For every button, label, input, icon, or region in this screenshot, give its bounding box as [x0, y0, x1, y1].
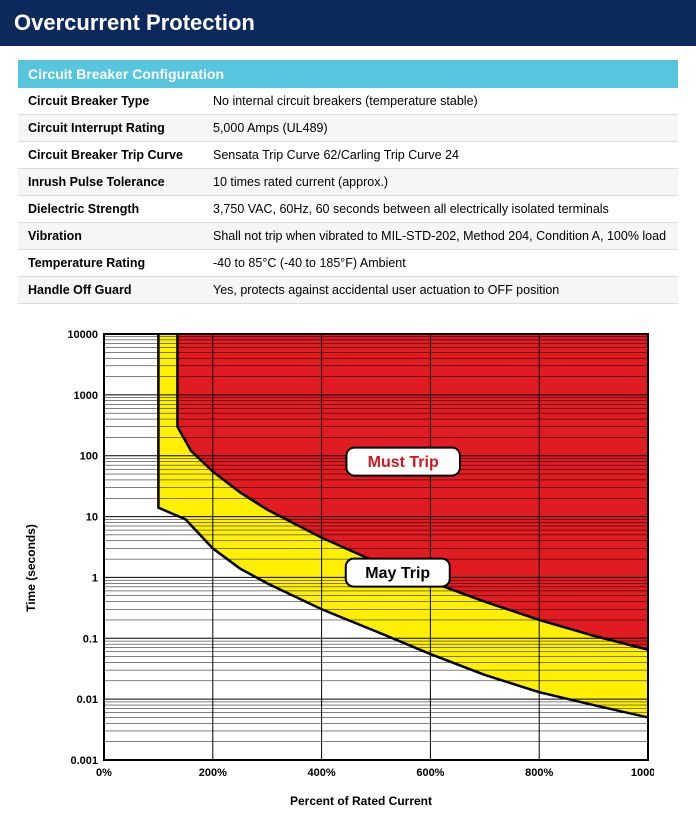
svg-text:100: 100 — [80, 451, 98, 463]
table-row: Circuit Interrupt Rating5,000 Amps (UL48… — [18, 115, 678, 142]
svg-text:1: 1 — [92, 572, 98, 584]
table-row: Inrush Pulse Tolerance10 times rated cur… — [18, 169, 678, 196]
table-row: Circuit Breaker Trip CurveSensata Trip C… — [18, 142, 678, 169]
table-cell-value: Sensata Trip Curve 62/Carling Trip Curve… — [203, 142, 678, 169]
svg-text:600%: 600% — [416, 767, 444, 779]
table-cell-value: No internal circuit breakers (temperatur… — [203, 88, 678, 115]
svg-text:Must Trip: Must Trip — [368, 454, 439, 471]
spec-table: Circuit Breaker TypeNo internal circuit … — [18, 88, 678, 304]
chart-x-label: Percent of Rated Current — [44, 794, 678, 808]
table-row: Temperature Rating-40 to 85°C (-40 to 18… — [18, 250, 678, 277]
svg-text:10: 10 — [86, 512, 98, 524]
svg-text:200%: 200% — [199, 767, 227, 779]
svg-text:1000: 1000 — [74, 390, 98, 402]
table-cell-key: Vibration — [18, 223, 203, 250]
table-cell-key: Circuit Interrupt Rating — [18, 115, 203, 142]
table-cell-key: Inrush Pulse Tolerance — [18, 169, 203, 196]
content-area: Circuit Breaker Configuration Circuit Br… — [0, 46, 696, 828]
table-cell-key: Circuit Breaker Type — [18, 88, 203, 115]
table-cell-key: Handle Off Guard — [18, 277, 203, 304]
svg-text:May Trip: May Trip — [365, 565, 430, 582]
svg-text:0.001: 0.001 — [70, 755, 98, 767]
table-cell-value: -40 to 85°C (-40 to 185°F) Ambient — [203, 250, 678, 277]
table-cell-value: Shall not trip when vibrated to MIL-STD-… — [203, 223, 678, 250]
table-cell-key: Temperature Rating — [18, 250, 203, 277]
chart-y-label: Time (seconds) — [24, 524, 38, 612]
table-row: Circuit Breaker TypeNo internal circuit … — [18, 88, 678, 115]
table-cell-key: Circuit Breaker Trip Curve — [18, 142, 203, 169]
section-header: Circuit Breaker Configuration — [18, 60, 678, 88]
table-row: Dielectric Strength3,750 VAC, 60Hz, 60 s… — [18, 196, 678, 223]
table-cell-value: 10 times rated current (approx.) — [203, 169, 678, 196]
trip-curve-chart: Time (seconds) 0.001 0.01 0.1 1 10 100 1000 100… — [18, 328, 678, 808]
svg-text:1000%: 1000% — [631, 767, 654, 779]
svg-text:0.1: 0.1 — [83, 633, 98, 645]
table-row: VibrationShall not trip when vibrated to… — [18, 223, 678, 250]
table-row: Handle Off GuardYes, protects against ac… — [18, 277, 678, 304]
svg-text:10000: 10000 — [67, 329, 98, 341]
svg-text:0.01: 0.01 — [77, 694, 98, 706]
table-cell-value: 3,750 VAC, 60Hz, 60 seconds between all … — [203, 196, 678, 223]
svg-text:800%: 800% — [525, 767, 553, 779]
svg-text:400%: 400% — [308, 767, 336, 779]
table-cell-key: Dielectric Strength — [18, 196, 203, 223]
table-cell-value: Yes, protects against accidental user ac… — [203, 277, 678, 304]
svg-text:0%: 0% — [96, 767, 112, 779]
trip-curve-svg: 0.001 0.01 0.1 1 10 100 1000 10000 0% 200% 400% 600… — [44, 328, 654, 788]
page-title: Overcurrent Protection — [0, 0, 696, 46]
table-cell-value: 5,000 Amps (UL489) — [203, 115, 678, 142]
